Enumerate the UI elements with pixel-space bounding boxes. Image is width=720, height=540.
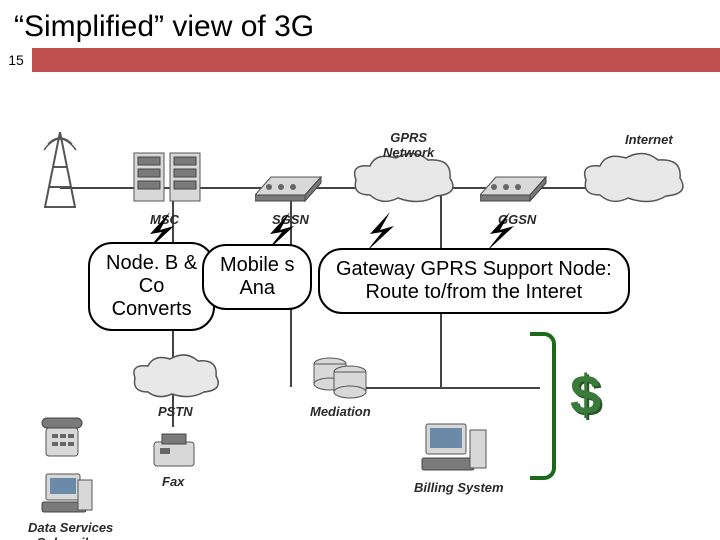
callout-text: Node. B &	[106, 252, 197, 275]
callout-right: Gateway GPRS Support Node: Route to/from…	[318, 248, 630, 314]
fax-icon	[150, 432, 198, 472]
callout-left: Node. B & Co Converts	[88, 242, 215, 331]
pointer-icon	[360, 212, 400, 252]
callout-text: Ana	[220, 277, 294, 300]
tower-icon	[40, 132, 80, 212]
ggsn-icon	[480, 167, 550, 203]
gprs-label: GPRS Network	[383, 130, 434, 160]
internet-cloud-icon	[580, 150, 690, 210]
diagram: MSC SGSN GPRS Network GGSN Internet PSTN	[0, 72, 720, 540]
callout-text: Converts	[106, 298, 197, 321]
page-number: 15	[0, 48, 32, 72]
msc-icon	[130, 147, 210, 207]
billing-label: Billing System	[414, 480, 504, 495]
internet-label: Internet	[625, 132, 673, 147]
pointer-icon	[480, 212, 520, 252]
dollar-sign: $	[570, 362, 601, 427]
callout-text: Route to/from the Interet	[336, 281, 612, 304]
bracket-icon	[530, 332, 556, 480]
page-title: “Simplified” view of 3G	[0, 0, 720, 48]
phone-icon	[40, 412, 84, 462]
callout-text: Gateway GPRS Support Node:	[336, 258, 612, 281]
pstn-label: PSTN	[158, 404, 193, 419]
mediation-label: Mediation	[310, 404, 371, 419]
subscriber-label: Data Services Subscriber	[28, 520, 113, 540]
fax-label: Fax	[162, 474, 184, 489]
pstn-cloud-icon	[130, 352, 220, 402]
callout-text: Co	[106, 275, 197, 298]
callout-text: Mobile s	[220, 254, 294, 277]
connector-line	[350, 387, 540, 389]
accent-bar	[32, 48, 720, 72]
subscriber-icon	[40, 472, 96, 518]
sgsn-icon	[255, 167, 325, 203]
billing-icon	[420, 422, 490, 478]
header-bar: 15	[0, 48, 720, 72]
mediation-icon	[310, 352, 370, 402]
callout-mid: Mobile s Ana	[202, 244, 312, 310]
